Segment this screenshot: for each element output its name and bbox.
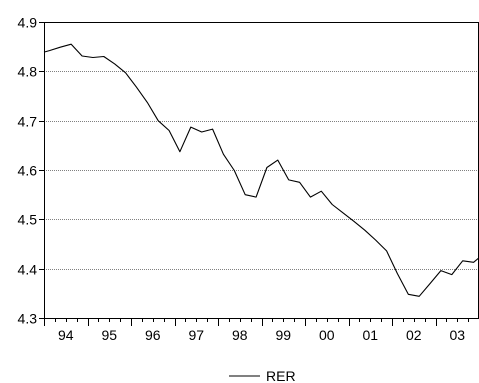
y-tick-label: 4.8 (18, 64, 38, 80)
x-tick-label: 95 (101, 327, 117, 343)
y-tick-label: 4.7 (18, 114, 38, 130)
y-tick-label: 4.6 (18, 163, 38, 179)
y-tick-label: 4.9 (18, 15, 38, 31)
y-tick-label: 4.3 (18, 311, 38, 327)
gridlines (44, 71, 479, 270)
x-tick-label: 99 (275, 327, 291, 343)
x-tick-label: 00 (319, 327, 335, 343)
plot-frame (44, 22, 479, 319)
legend-label-rer: RER (266, 368, 296, 383)
x-tick-label: 94 (58, 327, 74, 343)
x-tick-label: 98 (232, 327, 248, 343)
x-tick-label: 97 (188, 327, 204, 343)
x-tick-label: 96 (145, 327, 161, 343)
legend: RER (229, 368, 296, 383)
x-tick-label: 02 (406, 327, 422, 343)
y-tick-label: 4.5 (18, 212, 38, 228)
x-axis: 94 95 96 97 98 99 00 01 02 03 (44, 318, 469, 343)
series-line-rer (43, 43, 479, 297)
x-tick-label: 01 (362, 327, 378, 343)
y-axis: 4.3 4.4 4.5 4.6 4.7 4.8 4.9 (18, 15, 44, 327)
x-tick-label: 03 (449, 327, 465, 343)
y-tick-label: 4.4 (18, 262, 38, 278)
